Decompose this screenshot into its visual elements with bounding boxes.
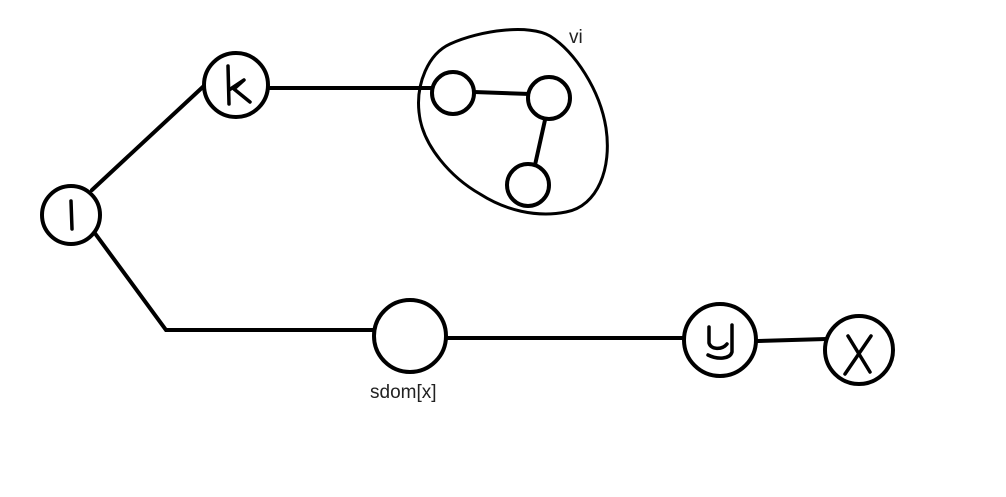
node-l-letter: l	[69, 199, 74, 231]
node-vi-a	[430, 70, 476, 116]
node-x	[823, 314, 895, 386]
node-y-letter: y	[706, 323, 734, 360]
node-vi-b	[526, 75, 572, 121]
edge-y-x	[756, 337, 828, 343]
node-vi-c	[505, 162, 551, 208]
node-x-letter: x	[843, 334, 873, 376]
edge-l-sdom	[92, 230, 376, 332]
edge-a-b	[472, 90, 532, 96]
vi-enclosure	[417, 28, 609, 216]
node-k-letter: k	[226, 64, 252, 106]
sdom-x-label: sdom[x]	[370, 382, 437, 403]
node-y	[682, 302, 758, 378]
edge-b-c	[533, 118, 547, 167]
vi-label: vi	[569, 27, 583, 48]
edge-l-k	[90, 82, 208, 192]
node-sdom-x	[372, 298, 448, 374]
